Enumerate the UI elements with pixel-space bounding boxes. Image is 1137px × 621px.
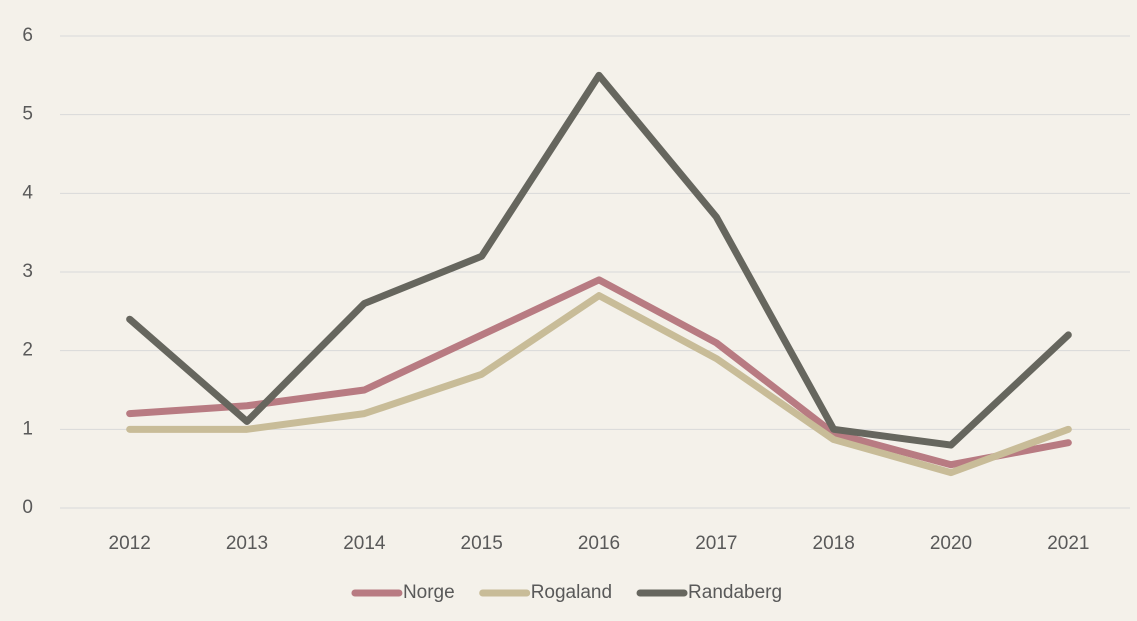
y-tick-label: 0 — [22, 497, 33, 518]
y-tick-label: 4 — [22, 182, 33, 203]
y-tick-label: 1 — [22, 418, 33, 439]
x-tick-label: 2021 — [1047, 533, 1089, 554]
x-tick-label: 2016 — [578, 533, 620, 554]
x-tick-label: 2014 — [343, 533, 386, 554]
x-tick-label: 2017 — [695, 533, 737, 554]
x-tick-label: 2018 — [813, 533, 855, 554]
legend-label: Randaberg — [688, 582, 782, 603]
series-line — [126, 71, 1072, 449]
x-tick-label: 2012 — [109, 533, 151, 554]
legend-label: Rogaland — [531, 582, 612, 603]
series-line — [126, 276, 1072, 469]
series-line — [126, 292, 1072, 477]
legend-label: Norge — [403, 582, 455, 603]
x-tick-label: 2020 — [930, 533, 972, 554]
y-tick-label: 2 — [22, 340, 33, 361]
y-tick-label: 6 — [22, 25, 33, 46]
x-tick-label: 2013 — [226, 533, 268, 554]
y-tick-label: 3 — [22, 261, 33, 282]
y-tick-label: 5 — [22, 104, 33, 125]
x-tick-label: 2015 — [461, 533, 503, 554]
